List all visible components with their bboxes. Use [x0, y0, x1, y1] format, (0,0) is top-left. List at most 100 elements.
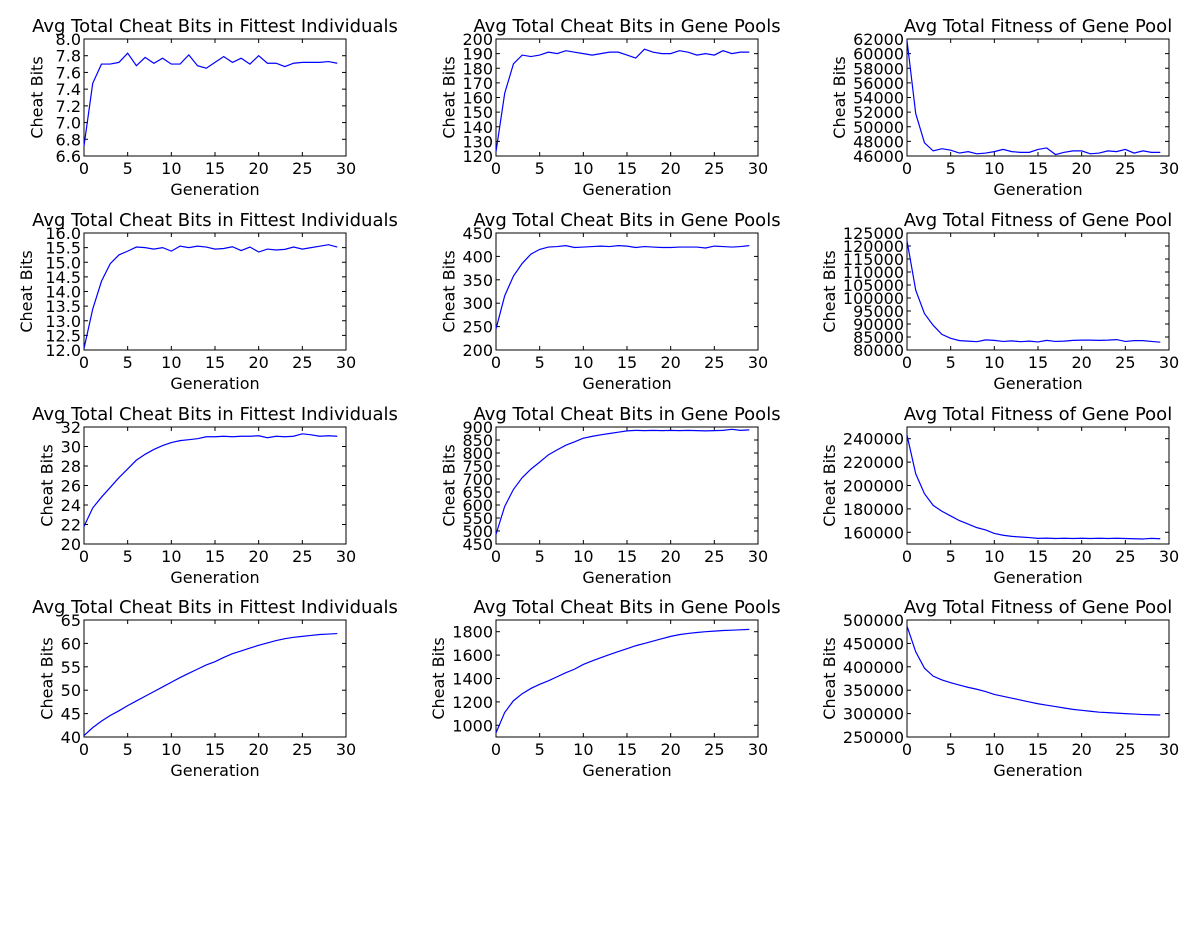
x-tick-label: 30 — [1159, 740, 1179, 759]
data-point — [110, 487, 111, 488]
data-point — [688, 633, 689, 634]
x-tick-label: 15 — [617, 547, 637, 566]
x-tick-label: 15 — [205, 159, 225, 178]
data-point — [1020, 536, 1021, 537]
data-point — [522, 693, 523, 694]
x-axis-label: Generation — [170, 761, 259, 780]
x-tick-label: 15 — [1028, 740, 1048, 759]
data-point — [1133, 340, 1134, 341]
data-point — [1072, 709, 1073, 710]
x-tick-label: 10 — [573, 740, 593, 759]
data-point — [136, 246, 137, 247]
y-tick-label: 14.0 — [45, 283, 81, 302]
data-point — [1099, 712, 1100, 713]
data-point — [941, 679, 942, 680]
y-tick-label: 170 — [462, 74, 493, 93]
data-point — [574, 247, 575, 248]
data-point — [241, 250, 242, 251]
y-tick-label: 600 — [462, 496, 493, 515]
data-point — [653, 52, 654, 53]
y-tick-label: 400 — [462, 247, 493, 266]
y-tick-label: 105000 — [843, 276, 904, 295]
data-point — [749, 429, 750, 430]
data-point — [1125, 341, 1126, 342]
data-point — [328, 435, 329, 436]
chart-title: Avg Total Cheat Bits in Gene Pools — [473, 597, 780, 618]
x-tick-label: 30 — [336, 159, 356, 178]
chart-panel-8: Avg Total Cheat Bits in Gene Pools 0 5 10 15… — [439, 404, 780, 587]
x-tick-label: 10 — [161, 353, 181, 372]
data-point — [1029, 341, 1030, 342]
data-point — [101, 281, 102, 282]
data-point — [557, 53, 558, 54]
x-tick-label: 15 — [617, 159, 637, 178]
y-tick-label: 60000 — [853, 45, 904, 64]
data-point — [1107, 712, 1108, 713]
y-axis-label: Cheat Bits — [17, 250, 36, 332]
data-point — [1160, 714, 1161, 715]
y-tick-label: 20 — [61, 535, 81, 554]
data-point — [504, 93, 505, 94]
y-tick-label: 120 — [462, 147, 493, 166]
y-tick-label: 26 — [61, 477, 81, 496]
data-point — [1064, 538, 1065, 539]
data-point — [1090, 340, 1091, 341]
x-tick-label: 15 — [205, 353, 225, 372]
data-point — [1055, 341, 1056, 342]
data-point — [162, 445, 163, 446]
y-axis-label: Cheat Bits — [439, 56, 458, 138]
y-tick-label: 800 — [462, 444, 493, 463]
data-point — [118, 254, 119, 255]
y-tick-label: 46000 — [853, 147, 904, 166]
data-point — [722, 246, 723, 247]
data-point — [1055, 154, 1056, 155]
series-line — [495, 48, 750, 152]
data-point — [565, 245, 566, 246]
plot-frame — [83, 619, 347, 738]
data-point — [705, 430, 706, 431]
data-point — [583, 53, 584, 54]
data-point — [319, 436, 320, 437]
data-point — [504, 506, 505, 507]
data-point — [101, 63, 102, 64]
data-point — [749, 245, 750, 246]
data-point — [985, 152, 986, 153]
chart-panel-7: Avg Total Cheat Bits in Fittest Individu… — [32, 404, 398, 587]
y-tick-label: 62000 — [853, 30, 904, 49]
data-point — [179, 440, 180, 441]
chart-panel-2: Avg Total Cheat Bits in Gene Pools 0 5 10 15… — [439, 16, 780, 199]
y-tick-label: 56000 — [853, 74, 904, 93]
data-point — [249, 246, 250, 247]
series-line — [906, 40, 1161, 156]
data-point — [206, 68, 207, 69]
y-tick-label: 40 — [61, 728, 81, 747]
data-point — [1037, 341, 1038, 342]
x-tick-label: 10 — [161, 159, 181, 178]
data-point — [522, 54, 523, 55]
data-point — [110, 263, 111, 264]
x-tick-label: 25 — [292, 353, 312, 372]
series-line — [906, 435, 1161, 540]
data-point — [223, 56, 224, 57]
y-tick-label: 180 — [462, 59, 493, 78]
data-point — [258, 55, 259, 56]
data-point — [574, 441, 575, 442]
x-tick-label: 0 — [902, 740, 912, 759]
plot-frame — [906, 232, 1170, 351]
data-point — [179, 677, 180, 678]
data-point — [1090, 711, 1091, 712]
y-tick-label: 190 — [462, 45, 493, 64]
data-point — [618, 245, 619, 246]
data-point — [1037, 538, 1038, 539]
x-tick-label: 20 — [248, 353, 268, 372]
y-tick-label: 13.0 — [45, 312, 81, 331]
x-tick-label: 0 — [902, 159, 912, 178]
data-point — [328, 633, 329, 634]
data-point — [933, 505, 934, 506]
x-tick-label: 30 — [748, 159, 768, 178]
x-tick-label: 20 — [248, 740, 268, 759]
data-point — [495, 534, 496, 535]
series-line — [906, 240, 1161, 343]
data-point — [319, 62, 320, 63]
data-point — [249, 436, 250, 437]
